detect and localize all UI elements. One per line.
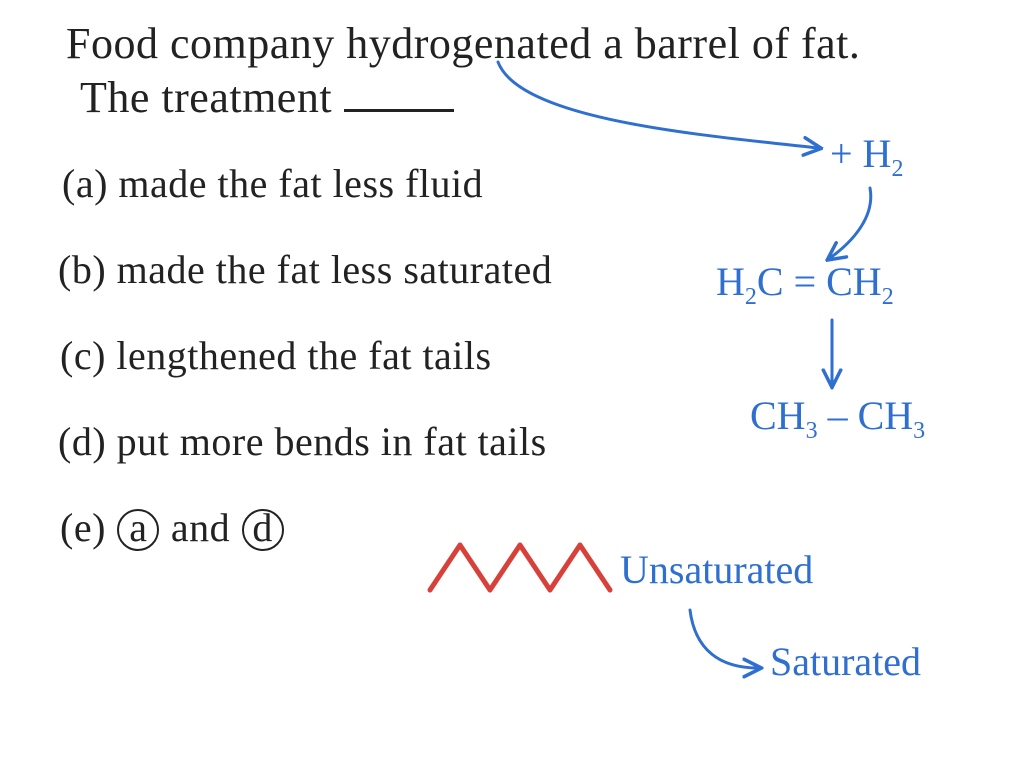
option-e-mid: and <box>171 505 241 550</box>
eq1-b-sub: 2 <box>882 284 894 310</box>
question-line-1: Food company hydrogenated a barrel of fa… <box>66 18 860 69</box>
plus-h2-text: + H <box>830 131 891 176</box>
annot-eq2: CH3 – CH3 <box>750 392 925 445</box>
eq1-b: C = CH <box>757 259 882 304</box>
option-d: (d) put more bends in fat tails <box>58 418 547 465</box>
question-line-2-text: The treatment <box>80 73 344 122</box>
zigzag-icon <box>430 545 610 590</box>
option-a: (a) made the fat less fluid <box>62 160 483 207</box>
eq2-a: CH <box>750 393 806 438</box>
eq1-a-sub: 2 <box>745 284 757 310</box>
circled-a-wrap: a <box>116 504 160 551</box>
arrow-hydrogenated-to-h2 <box>498 62 818 148</box>
circle-d-icon <box>239 508 287 556</box>
option-c: (c) lengthened the fat tails <box>60 332 492 379</box>
option-e: (e) a and d <box>60 504 285 551</box>
question-line-2: The treatment <box>80 72 454 123</box>
option-b: (b) made the fat less saturated <box>58 246 552 293</box>
arrow-h2-to-eq1 <box>830 188 871 258</box>
blank-line <box>344 91 454 112</box>
eq2-b: – CH <box>818 393 914 438</box>
circled-d-wrap: d <box>241 504 285 551</box>
eq2-b-sub: 3 <box>913 418 925 444</box>
circle-a-icon <box>114 508 162 556</box>
annot-plus-h2: + H2 <box>830 130 903 183</box>
arrow-unsat-to-sat <box>690 610 758 668</box>
eq1-a: H <box>716 259 745 304</box>
plus-h2-sub: 2 <box>891 156 903 182</box>
eq2-a-sub: 3 <box>806 418 818 444</box>
annot-saturated: Saturated <box>770 638 921 685</box>
option-e-prefix: (e) <box>60 505 116 550</box>
annot-unsaturated: Unsaturated <box>620 546 813 593</box>
annot-eq1: H2C = CH2 <box>716 258 894 311</box>
